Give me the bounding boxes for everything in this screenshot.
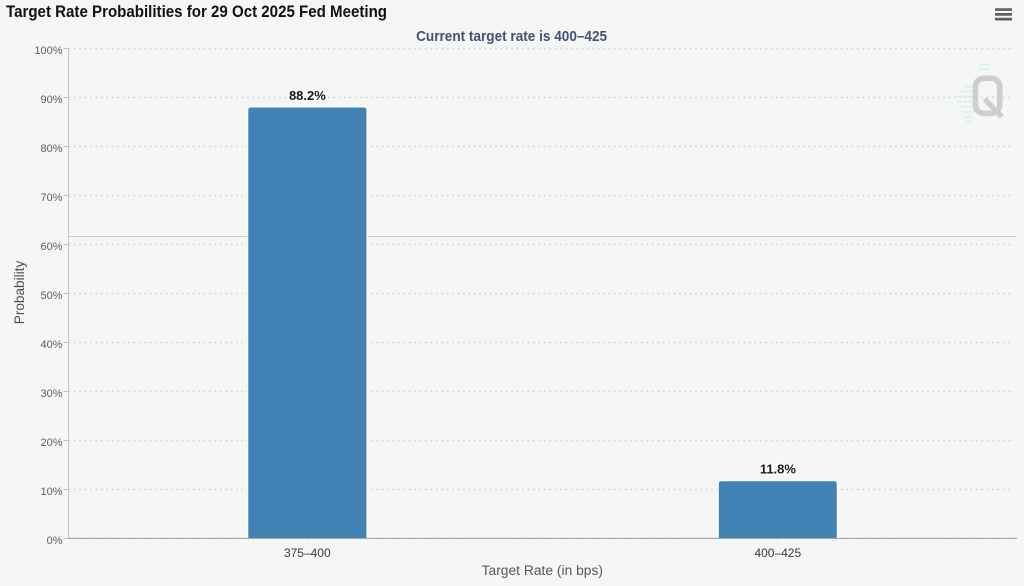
svg-text:20%: 20% [40,437,62,449]
svg-text:Current target rate is 400–425: Current target rate is 400–425 [416,28,607,45]
svg-text:Probability: Probability [11,261,27,325]
svg-text:10%: 10% [40,486,62,498]
svg-text:80%: 80% [40,143,62,155]
svg-text:50%: 50% [40,290,62,302]
svg-text:Target Rate (in bps): Target Rate (in bps) [482,563,603,578]
svg-text:0%: 0% [47,535,63,547]
svg-text:88.2%: 88.2% [289,88,326,103]
svg-text:70%: 70% [40,192,62,204]
svg-text:375–400: 375–400 [284,546,331,560]
svg-text:40%: 40% [40,339,62,351]
svg-text:400–425: 400–425 [754,546,801,560]
svg-text:100%: 100% [34,45,62,57]
svg-text:90%: 90% [40,94,62,106]
svg-text:Target Rate Probabilities for: Target Rate Probabilities for 29 Oct 202… [6,2,387,21]
svg-text:11.8%: 11.8% [760,461,797,476]
svg-text:60%: 60% [40,241,62,253]
svg-text:30%: 30% [40,388,62,400]
